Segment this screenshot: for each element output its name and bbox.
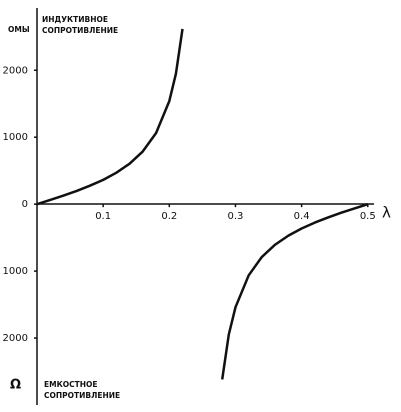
x-tick-label: 0.1 <box>95 211 111 222</box>
y-tick-label: 1000 <box>3 266 28 277</box>
curve <box>36 28 184 206</box>
x-tick-label: 0.5 <box>360 211 376 222</box>
y-tick-label: 2000 <box>3 65 28 76</box>
annotation: ЕМКОСТНОЕ <box>44 380 98 389</box>
x-tick-label: 0.3 <box>228 211 244 222</box>
curve <box>220 203 369 380</box>
x-tick-label: 0.4 <box>294 211 310 222</box>
y-unit: ОМЫ <box>8 25 30 34</box>
annotation: СОПРОТИВЛЕНИЕ <box>44 391 120 400</box>
annotation: ИНДУКТИВНОЕ <box>42 15 108 24</box>
y-tick-label: 2000 <box>3 333 28 344</box>
x-tick-label: 0.2 <box>161 211 177 222</box>
y-symbol: Ω <box>10 378 21 393</box>
annotation: СОПРОТИВЛЕНИЕ <box>42 26 118 35</box>
y-tick-label: 0 <box>22 199 28 210</box>
y-tick-label: 1000 <box>3 132 28 143</box>
x-label: λ <box>382 204 391 222</box>
